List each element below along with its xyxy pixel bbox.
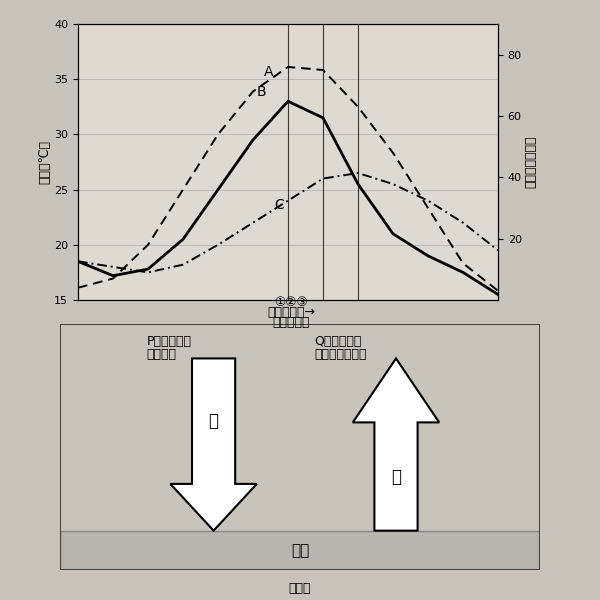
Text: 熱: 熱 xyxy=(391,467,401,485)
Text: 放射される熱: 放射される熱 xyxy=(314,348,367,361)
Bar xyxy=(60,530,540,570)
Y-axis label: 温度（℃）: 温度（℃） xyxy=(38,140,52,184)
Text: ①②③: ①②③ xyxy=(274,296,308,310)
Text: C: C xyxy=(274,199,284,212)
Text: 時刻（時）→: 時刻（時）→ xyxy=(267,306,315,319)
Text: P　太陽から: P 太陽から xyxy=(146,335,191,348)
Text: 受けた熱: 受けた熱 xyxy=(146,348,176,361)
Polygon shape xyxy=(170,358,257,530)
Text: A: A xyxy=(263,65,273,79)
Y-axis label: 太陽高度（度）: 太陽高度（度） xyxy=(524,136,538,188)
Text: Q　空気中に: Q 空気中に xyxy=(314,335,362,348)
Text: 熱: 熱 xyxy=(209,412,218,430)
Text: （図）: （図） xyxy=(289,582,311,595)
Polygon shape xyxy=(353,358,439,530)
Text: 地面: 地面 xyxy=(291,543,309,558)
Text: B: B xyxy=(257,85,266,99)
Text: （グラフ）: （グラフ） xyxy=(272,316,310,329)
